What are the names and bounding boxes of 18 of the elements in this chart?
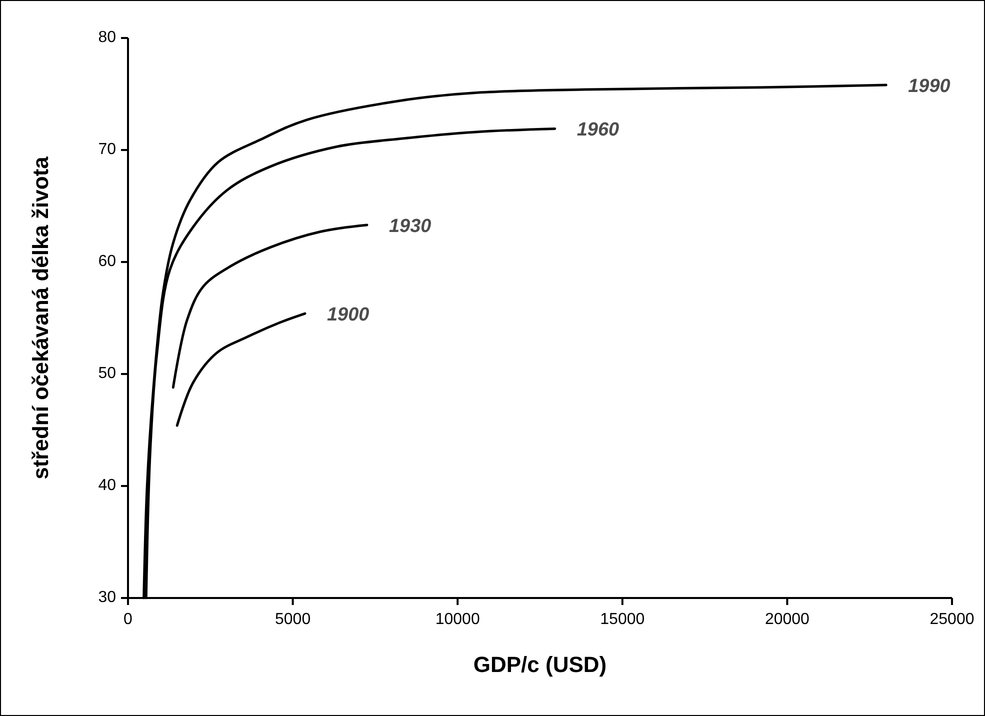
- x-tick-label: 0: [124, 611, 133, 628]
- series-label: 1900: [326, 304, 370, 326]
- y-tick-label: 40: [98, 477, 116, 494]
- x-tick-label: 15000: [600, 611, 645, 628]
- x-tick-label: 10000: [435, 611, 480, 628]
- y-tick-label: 80: [98, 29, 116, 46]
- y-tick-label: 30: [98, 589, 116, 606]
- x-axis-title: GDP/c (USD): [473, 652, 607, 677]
- x-tick-label: 20000: [764, 611, 810, 628]
- x-tick-label: 25000: [930, 611, 974, 628]
- series-label: 1960: [576, 120, 620, 141]
- series-label: 1990: [908, 76, 951, 98]
- y-tick-label: 70: [98, 141, 116, 158]
- x-tick-label: 5000: [275, 611, 311, 628]
- y-tick-label: 60: [98, 253, 116, 270]
- y-tick-label: 50: [98, 365, 116, 382]
- series-label: 1930: [388, 216, 432, 238]
- y-axis-title: střední očekávaná délka života: [28, 156, 53, 480]
